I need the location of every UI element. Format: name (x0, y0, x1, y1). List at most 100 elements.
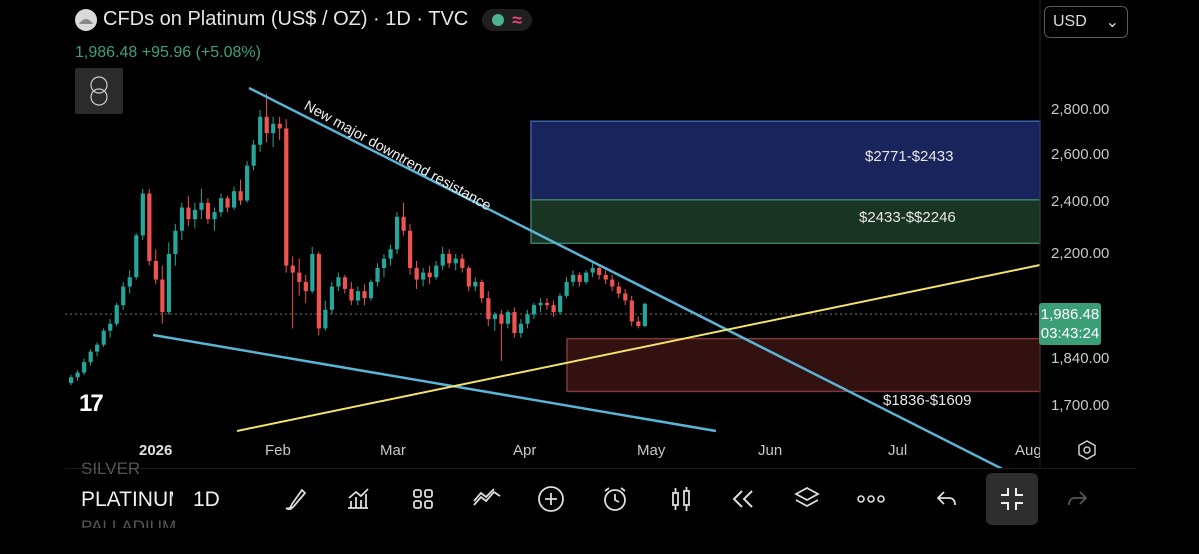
more-icon[interactable] (853, 481, 889, 517)
badge-countdown: 03:43:24 (1040, 325, 1100, 342)
candle (101, 328, 106, 347)
candle-body (486, 298, 491, 320)
wave-icon: ≈ (512, 9, 523, 30)
candle-body (590, 267, 595, 273)
candle-body (114, 305, 119, 324)
indicators-icon[interactable] (340, 481, 376, 517)
candle (127, 270, 132, 294)
candle-body (564, 281, 569, 296)
bottom-toolbar: SILVER PLATINUM PALLADIUM 1D (65, 459, 1136, 528)
candle-body (342, 277, 348, 289)
x-tick: Mar (380, 442, 406, 459)
candle (336, 272, 341, 292)
candle-body (584, 272, 589, 282)
candle-body (277, 123, 282, 129)
candle-body (603, 274, 608, 280)
x-tick: Apr (513, 442, 537, 459)
candle (238, 179, 243, 206)
candle-body (466, 267, 471, 287)
lower-trendline (152, 333, 717, 433)
candle-body (225, 198, 230, 208)
symbol-logo[interactable] (75, 68, 123, 114)
redo-icon[interactable] (1059, 481, 1095, 517)
layers-icon[interactable] (789, 481, 825, 517)
candle-body (499, 314, 504, 324)
candle-body (323, 309, 328, 329)
candle (453, 254, 458, 271)
candle-body (290, 265, 295, 273)
downtrend-resistance-line (248, 86, 1004, 468)
candle-body (388, 249, 393, 259)
candle-body (212, 212, 217, 220)
candle (212, 207, 217, 231)
symbol-current[interactable]: PLATINUM (81, 488, 173, 511)
candle (584, 270, 589, 285)
candle (108, 319, 113, 338)
candle-body (140, 193, 145, 236)
candle (610, 274, 615, 292)
platinum-logo-icon (90, 76, 108, 106)
zone-label-lower: $1836-$1609 (883, 392, 972, 409)
alert-icon[interactable] (597, 481, 633, 517)
candle (329, 281, 334, 315)
price-zone (566, 337, 1041, 393)
market-status-pill[interactable]: ≈ (482, 8, 533, 31)
candles-icon[interactable] (663, 481, 699, 517)
candle-body (101, 330, 106, 345)
candle (140, 188, 145, 241)
candle (473, 277, 478, 292)
candle-body (368, 281, 374, 299)
candle (297, 258, 302, 296)
brush-icon[interactable] (277, 481, 313, 517)
zone-label-upper: $2771-$2433 (865, 148, 954, 165)
candle-body (453, 258, 458, 264)
candle (440, 247, 445, 271)
candle-body (199, 202, 204, 210)
candle-body (88, 351, 93, 363)
candle-body (232, 191, 237, 208)
candle (166, 242, 171, 315)
symbol-next[interactable]: PALLADIUM (81, 517, 177, 528)
candle-body (512, 312, 517, 334)
replay-icon[interactable] (725, 481, 761, 517)
currency-value: USD (1053, 13, 1087, 30)
y-tick: 2,600.00 (1051, 146, 1110, 163)
candle (160, 265, 165, 324)
symbol-title[interactable]: CFDs on Platinum (US$ / OZ) · 1D · TVC (103, 8, 469, 30)
y-tick: 1,700.00 (1051, 397, 1110, 414)
candles (69, 93, 647, 386)
fullscreen-exit-icon[interactable] (986, 473, 1038, 525)
chart-frame[interactable]: CFDs on Platinum (US$ / OZ) · 1D · TVC ≈… (65, 0, 1136, 528)
interval-button[interactable]: 1D (193, 488, 220, 511)
undo-icon[interactable] (929, 481, 965, 517)
candle (303, 274, 308, 303)
candle (414, 260, 419, 289)
chart-header: CFDs on Platinum (US$ / OZ) · 1D · TVC ≈ (75, 8, 533, 31)
drawing-tools-icon[interactable] (469, 481, 505, 517)
candle-body (362, 291, 367, 299)
candle (199, 188, 204, 220)
settings-icon[interactable] (1077, 440, 1097, 460)
candle-body (395, 216, 400, 250)
candle (264, 93, 269, 143)
candle-body (440, 254, 445, 266)
candle (218, 193, 224, 217)
chart-canvas[interactable] (65, 0, 1136, 468)
candle-body (310, 254, 315, 292)
currency-select[interactable]: USD ⌄ (1044, 6, 1128, 38)
candle-body (95, 344, 100, 352)
symbol-prev[interactable]: SILVER (81, 459, 141, 478)
add-icon[interactable] (533, 481, 569, 517)
candle (479, 279, 484, 303)
price-zones (530, 120, 1041, 393)
candle (245, 161, 250, 203)
x-tick: Aug (1015, 442, 1040, 459)
candle-body (258, 116, 263, 145)
candle (597, 265, 602, 280)
y-tick: 2,200.00 (1051, 245, 1110, 262)
candle-body (82, 362, 87, 373)
layouts-icon[interactable] (405, 481, 441, 517)
candle (375, 263, 380, 287)
candle (505, 309, 511, 329)
candle-body (284, 128, 289, 266)
